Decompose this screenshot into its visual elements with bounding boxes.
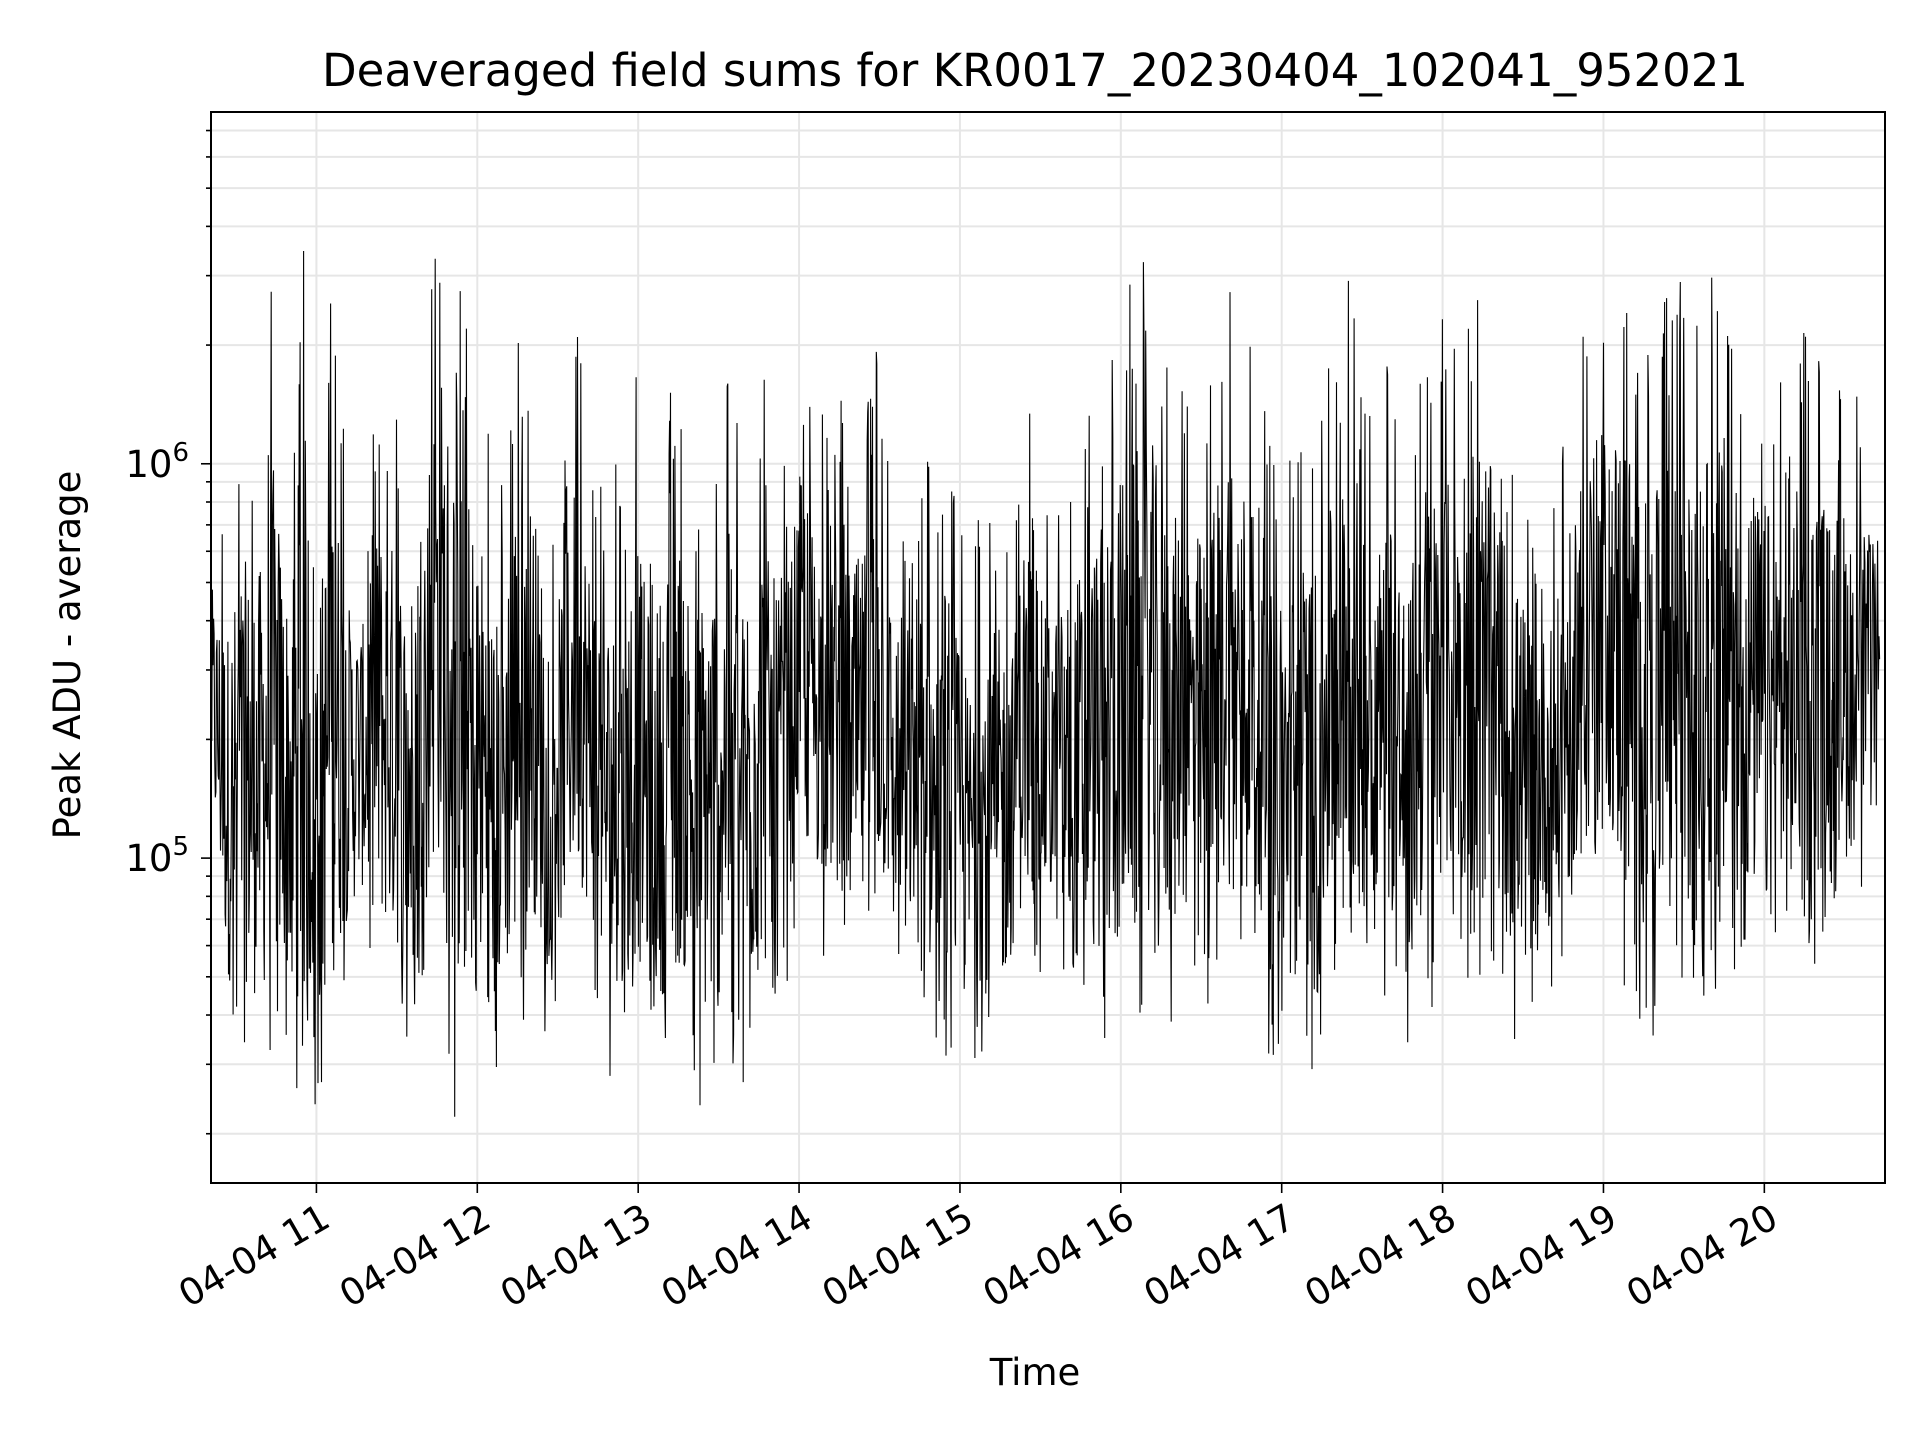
chart-title: Deaveraged field sums for KR0017_2023040… — [322, 44, 1748, 97]
plot-frame — [210, 111, 1886, 1184]
x-tick-label: 04-04 16 — [976, 1196, 1142, 1316]
y-tick-base: 10 — [125, 837, 172, 880]
y-tick-base: 10 — [125, 443, 172, 486]
x-tick-label: 04-04 17 — [1137, 1196, 1303, 1316]
x-tick-label: 04-04 20 — [1619, 1196, 1785, 1316]
x-tick-label: 04-04 18 — [1298, 1196, 1464, 1316]
y-tick-exponent: 6 — [172, 438, 189, 468]
x-axis-label: Time — [989, 1351, 1081, 1394]
x-tick-label: 04-04 12 — [332, 1196, 498, 1316]
x-tick-label: 04-04 19 — [1458, 1196, 1624, 1316]
y-tick-exponent: 5 — [172, 832, 189, 862]
y-axis-label: Peak ADU - average — [46, 471, 89, 840]
x-tick-label: 04-04 15 — [815, 1196, 981, 1316]
x-tick-label: 04-04 11 — [171, 1196, 337, 1316]
y-tick-label: 105 — [125, 832, 189, 880]
data-series — [211, 250, 1881, 1117]
x-tick-label: 04-04 13 — [493, 1196, 659, 1316]
y-tick-label: 106 — [125, 438, 189, 486]
x-tick-label: 04-04 14 — [654, 1196, 820, 1316]
series-line — [211, 250, 1881, 1117]
